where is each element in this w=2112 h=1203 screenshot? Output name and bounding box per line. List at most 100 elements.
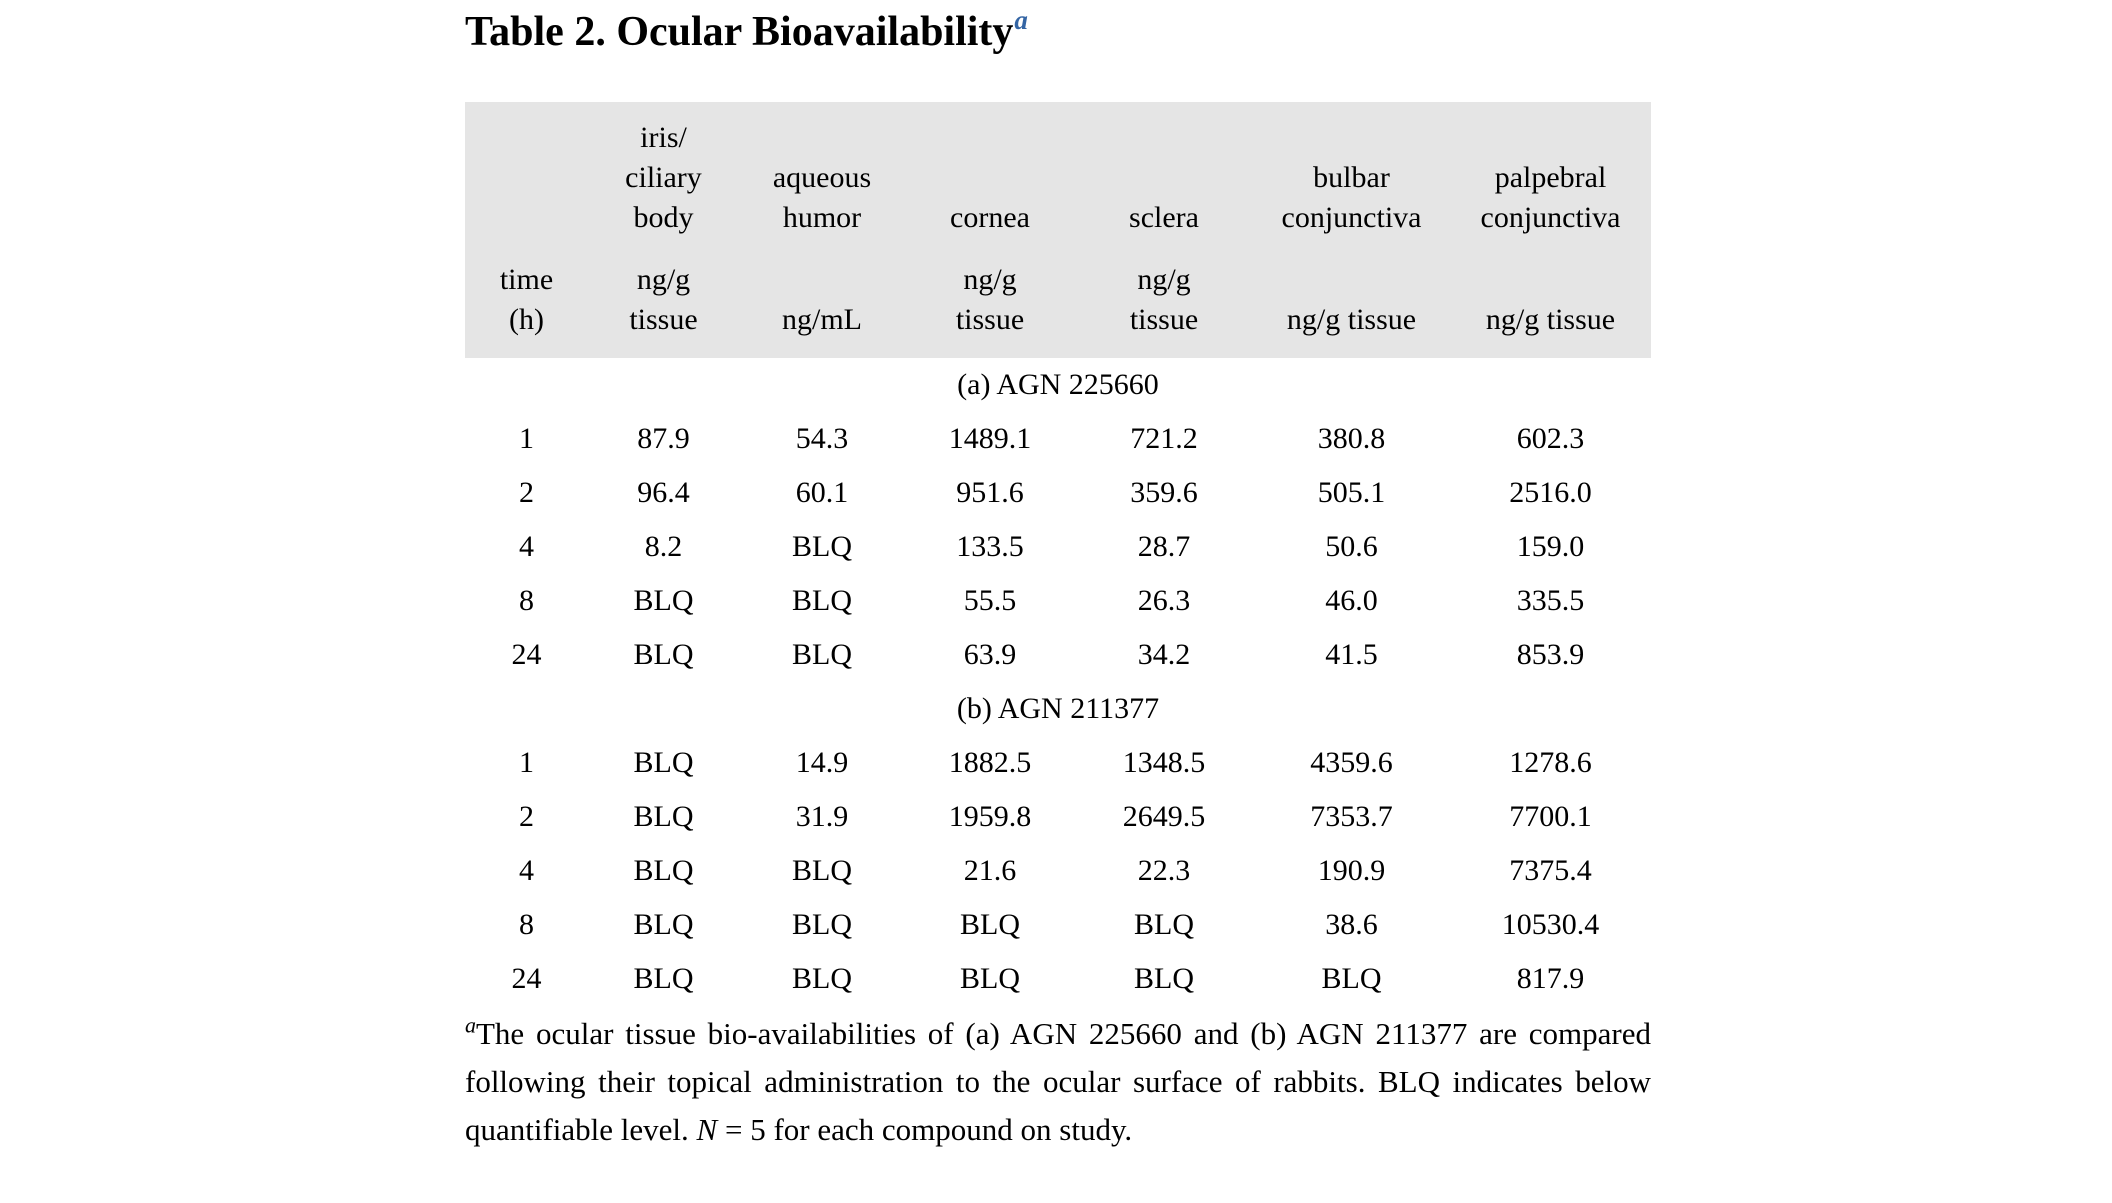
table-cell: 335.5: [1516, 584, 1585, 617]
table-cell: 55.5: [963, 584, 1017, 617]
table-row: 1 87.9 54.3 1489.1 721.2 380.8 602.3: [465, 412, 1651, 466]
table-cell: 24: [511, 962, 542, 995]
column-unit-cornea: ng/g tissue: [905, 238, 1075, 358]
table-header: iris/ ciliary body aqueous humor cornea …: [465, 102, 1651, 358]
column-header-time: [465, 102, 588, 238]
table-cell: BLQ: [792, 530, 852, 563]
table-cell: 41.5: [1325, 638, 1378, 671]
table-cell: 1959.8: [948, 800, 1032, 833]
table-cell: 1489.1: [948, 422, 1032, 455]
table-cell: 28.7: [1137, 530, 1191, 563]
column-header-bulbar-conjunctiva: bulbar conjunctiva: [1253, 102, 1450, 238]
table-cell: 2516.0: [1509, 476, 1592, 509]
header-names-row: iris/ ciliary body aqueous humor cornea …: [465, 102, 1651, 238]
table-row: 8 BLQ BLQ BLQ BLQ 38.6 10530.4: [465, 898, 1651, 952]
table-row: 4 8.2 BLQ 133.5 28.7 50.6 159.0: [465, 520, 1651, 574]
table-cell: BLQ: [792, 908, 852, 941]
table-cell: 190.9: [1317, 854, 1386, 887]
column-unit-time: time (h): [465, 238, 588, 358]
title-superscript: a: [1014, 5, 1028, 35]
table-cell: 60.1: [795, 476, 849, 509]
table-cell: 1348.5: [1122, 746, 1206, 779]
table-cell: 1: [519, 746, 534, 779]
table-cell: 380.8: [1317, 422, 1386, 455]
table-row: 24 BLQ BLQ 63.9 34.2 41.5 853.9: [465, 628, 1651, 682]
paper-table-figure: Table 2. Ocular Bioavailabilitya iris/ c…: [465, 5, 1651, 1154]
table-cell: 8: [519, 584, 534, 617]
table-cell: 359.6: [1130, 476, 1198, 509]
table-cell: 87.9: [637, 422, 690, 455]
table-cell: 159.0: [1516, 530, 1585, 563]
column-header-sclera: sclera: [1075, 102, 1253, 238]
table-cell: 2649.5: [1122, 800, 1206, 833]
footnote-marker: a: [465, 1012, 476, 1038]
table-cell: BLQ: [1134, 962, 1194, 995]
table-cell: 8: [519, 908, 534, 941]
table-cell: BLQ: [1321, 962, 1382, 995]
column-unit-aqueous-humor: ng/mL: [739, 238, 905, 358]
column-unit-iris-ciliary-body: ng/g tissue: [588, 238, 739, 358]
footnote-n-variable: N: [696, 1112, 718, 1147]
table-cell: BLQ: [633, 962, 694, 995]
table-cell: 133.5: [956, 530, 1024, 563]
table-cell: 96.4: [637, 476, 690, 509]
table-cell: BLQ: [792, 638, 852, 671]
table-cell: BLQ: [633, 854, 694, 887]
footnote-text: The ocular tissue bio-availabilities of …: [465, 1016, 1651, 1147]
table-cell: 2: [519, 800, 534, 833]
table-cell: 721.2: [1130, 422, 1198, 455]
table-cell: BLQ: [633, 800, 694, 833]
table-cell: 26.3: [1137, 584, 1191, 617]
table-row: 8 BLQ BLQ 55.5 26.3 46.0 335.5: [465, 574, 1651, 628]
table-cell: BLQ: [633, 638, 694, 671]
column-unit-bulbar-conjunctiva: ng/g tissue: [1253, 238, 1450, 358]
table-cell: 10530.4: [1501, 908, 1600, 941]
table-cell: BLQ: [792, 584, 852, 617]
table-cell: 31.9: [795, 800, 849, 833]
table-cell: BLQ: [633, 908, 694, 941]
table-row: 2 BLQ 31.9 1959.8 2649.5 7353.7 7700.1: [465, 790, 1651, 844]
table-cell: 4359.6: [1310, 746, 1393, 779]
column-header-cornea: cornea: [905, 102, 1075, 238]
table-cell: 50.6: [1325, 530, 1378, 563]
table-cell: 7700.1: [1509, 800, 1592, 833]
table-cell: 7353.7: [1310, 800, 1393, 833]
column-header-aqueous-humor: aqueous humor: [739, 102, 905, 238]
table-row: 24 BLQ BLQ BLQ BLQ BLQ 817.9: [465, 952, 1651, 1006]
table-row: 2 96.4 60.1 951.6 359.6 505.1 2516.0: [465, 466, 1651, 520]
table-cell: 7375.4: [1509, 854, 1592, 887]
table-cell: 63.9: [963, 638, 1017, 671]
table-body: (a) AGN 225660 1 87.9 54.3 1489.1 721.2 380.8 6…: [465, 358, 1651, 1006]
table-cell: 4: [519, 854, 534, 887]
table-cell: 24: [511, 638, 542, 671]
table-cell: 34.2: [1137, 638, 1191, 671]
table-cell: BLQ: [1134, 908, 1194, 941]
table-cell: 505.1: [1317, 476, 1386, 509]
column-unit-palpebral-conjunctiva: ng/g tissue: [1450, 238, 1651, 358]
table-cell: 46.0: [1325, 584, 1378, 617]
table-cell: 1278.6: [1509, 746, 1592, 779]
section-row: (b) AGN 211377: [465, 682, 1651, 736]
table-cell: 1882.5: [948, 746, 1032, 779]
table-row: 1 BLQ 14.9 1882.5 1348.5 4359.6 1278.6: [465, 736, 1651, 790]
table-cell: BLQ: [960, 962, 1020, 995]
table-cell: BLQ: [633, 584, 694, 617]
footnote: aThe ocular tissue bio-availabilities of…: [465, 1010, 1651, 1154]
table-title: Table 2. Ocular Bioavailabilitya: [465, 5, 1651, 60]
table-cell: BLQ: [792, 962, 852, 995]
table-cell: 4: [519, 530, 534, 563]
table-cell: BLQ: [960, 908, 1020, 941]
section-label: (a) AGN 225660: [957, 368, 1159, 401]
table-cell: 602.3: [1516, 422, 1585, 455]
table-cell: 14.9: [795, 746, 849, 779]
section-row: (a) AGN 225660: [465, 358, 1651, 412]
table-cell: 21.6: [963, 854, 1017, 887]
section-label: (b) AGN 211377: [956, 692, 1160, 725]
column-header-iris-ciliary-body: iris/ ciliary body: [588, 102, 739, 238]
table-row: 4 BLQ BLQ 21.6 22.3 190.9 7375.4: [465, 844, 1651, 898]
table-cell: 38.6: [1325, 908, 1378, 941]
table-cell: 22.3: [1137, 854, 1191, 887]
bioavailability-table: iris/ ciliary body aqueous humor cornea …: [465, 102, 1651, 1006]
column-header-palpebral-conjunctiva: palpebral conjunctiva: [1450, 102, 1651, 238]
header-units-row: time (h) ng/g tissue ng/mL ng/g tissue n…: [465, 238, 1651, 358]
